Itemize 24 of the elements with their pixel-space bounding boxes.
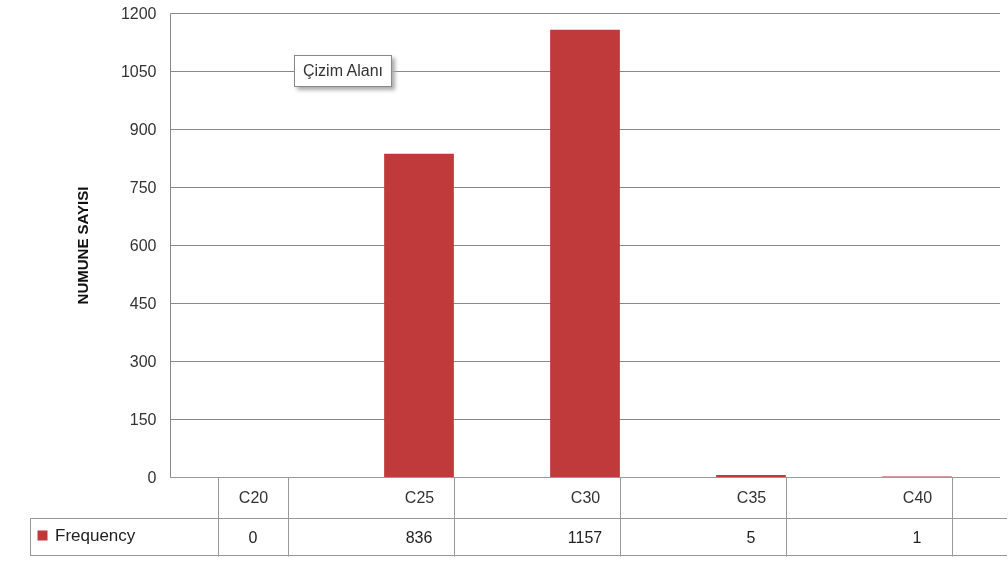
x-tick-label: C40 [902,488,933,506]
y-tick-label: 0 [147,468,157,486]
data-label: 1157 [567,529,603,546]
data-label: 0 [248,529,258,546]
data-label: 836 [405,529,433,546]
bar [384,153,454,477]
data-label: 5 [746,529,756,546]
x-tick-label: C25 [404,488,435,506]
x-tick-label: C20 [238,488,269,506]
x-tick-label: C35 [736,488,767,506]
y-tick-label: 1050 [120,62,157,80]
y-tick-label: 150 [129,410,157,428]
annotation: Çizim Alanı [294,55,393,87]
y-tick-label: 300 [129,352,157,370]
bar [550,29,620,477]
y-tick-label: 600 [129,236,157,254]
y-axis-title: NUMUNE SAYISI [73,186,91,305]
y-tick-label: 450 [129,294,157,312]
y-tick-label: 900 [129,120,157,138]
y-tick-label: 750 [129,178,157,196]
y-tick-label: 1200 [120,4,157,22]
x-tick-label: C30 [570,488,601,506]
data-label: 1 [912,529,922,546]
legend-label: Frequency [55,525,136,545]
